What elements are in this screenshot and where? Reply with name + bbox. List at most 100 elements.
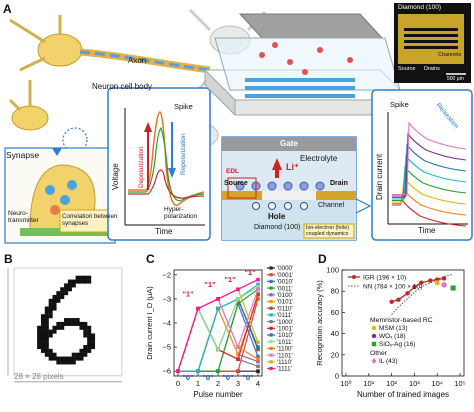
pixels-caption: 28 × 28 pixels: [14, 372, 64, 381]
digit-pixel: [37, 325, 42, 330]
series-point: [256, 294, 260, 299]
digit-pixel: [91, 337, 96, 342]
digit-pixel: [40, 333, 45, 338]
digit-pixel: [79, 356, 84, 361]
current-spike-label: Spike: [390, 100, 409, 109]
legend-group-title: Other: [370, 350, 388, 357]
digit-pixel: [64, 321, 69, 326]
digit-pixel: [87, 348, 92, 353]
legend-label: '1000': [277, 319, 293, 326]
digit-pixel: [48, 298, 53, 303]
neurotransmitter-label: Neuro- transmitter: [8, 210, 39, 224]
digit-pixel: [44, 325, 49, 330]
series-point: [236, 301, 240, 306]
legend-marker: [269, 293, 273, 297]
inset-title: Diamond (100): [398, 4, 441, 11]
y-tick-label: 80: [331, 287, 339, 296]
series-point: [256, 364, 260, 369]
digit-pixel: [87, 345, 92, 350]
legend-marker: [269, 366, 273, 371]
benchmark-point: [450, 285, 456, 291]
series-line: [178, 301, 259, 372]
igr-point: [441, 276, 447, 281]
digit-pixel: [83, 279, 88, 284]
digit-pixel: [52, 294, 57, 299]
series-point: [236, 352, 240, 357]
y-tick-label: −4: [162, 319, 171, 328]
series-point: [256, 347, 260, 352]
series-point: [256, 359, 260, 364]
y-tick-label: −5: [162, 343, 171, 352]
digit-pixel: [37, 345, 42, 350]
inset-source-label: Source: [398, 66, 416, 72]
legend-label: '0101': [277, 299, 293, 306]
y-axis-label: Drain current I_D (μA): [145, 286, 154, 360]
x-tick-label: 1: [196, 379, 200, 388]
digit-pixel: [48, 310, 53, 315]
legend-marker: [269, 326, 273, 330]
digit-pixel: [91, 345, 96, 350]
digit-pixel: [79, 279, 84, 284]
digit-pixel: [44, 314, 49, 319]
legend-label: '1100': [277, 346, 293, 353]
series-point: [236, 357, 240, 361]
igr-point: [428, 278, 433, 283]
y-tick-label: 40: [331, 329, 339, 338]
legend-label: '0000': [277, 265, 293, 272]
series-point: [216, 347, 220, 352]
digit-pixel: [83, 345, 88, 350]
digit-pixel: [44, 318, 49, 323]
legend-label: IGR (196 × 10): [363, 275, 406, 282]
x-tick-label: 4: [256, 379, 260, 388]
series-point: [256, 277, 260, 282]
digit-pixel: [64, 356, 69, 361]
chart-c: −6 −5 −4 −3 −2 0 1 2 3 4 Pulse number Drain current…: [145, 265, 293, 399]
series-point: [216, 369, 220, 373]
digit-pixel: [91, 341, 96, 346]
chart-d: 0 20 40 60 80 100 10⁰ 10¹ 10² 10³ 10⁴ 10⁵ Number of …: [315, 266, 466, 400]
legend-marker: [269, 360, 273, 364]
legend-group-title: Memristor-based RC: [370, 317, 433, 324]
li-ions: [235, 181, 325, 191]
digit-pixel: [60, 325, 65, 330]
digit-pixel: [56, 356, 61, 361]
digit-pixel: [48, 356, 53, 361]
legend-label: SiOₓ-Ag (16): [379, 341, 415, 348]
series-point: [256, 354, 260, 359]
zeros-label: "0": [182, 373, 194, 382]
digit-pixel: [83, 333, 88, 338]
legend-marker: [269, 333, 273, 337]
digit-pixel: [87, 337, 92, 342]
current-trace: [392, 121, 467, 196]
digit-pixel: [83, 352, 88, 357]
digit-pixel: [71, 283, 76, 288]
x-tick-label: 10⁵: [454, 379, 465, 388]
scale-bar-label: 500 μm: [447, 76, 464, 82]
digit-pixel: [75, 279, 80, 284]
legend-marker: [269, 340, 273, 344]
x-tick-label: 0: [176, 379, 180, 388]
electrode-pattern: [398, 14, 464, 64]
digit-pixel: [48, 306, 53, 311]
digit-pixel: [48, 348, 53, 353]
legend-marker: [269, 353, 273, 357]
current-traces: [392, 121, 467, 227]
myelin-sheath: [79, 50, 211, 72]
series-point: [196, 369, 200, 373]
digit-pixel: [44, 341, 49, 346]
legend-marker: [269, 299, 273, 304]
digit-pixel: [64, 318, 69, 323]
digit-pixel: [37, 337, 42, 342]
digit-pixel: [44, 337, 49, 342]
legend-label: '0001': [277, 272, 293, 279]
digit-pixel: [71, 352, 76, 357]
y-tick-label: 0: [335, 372, 339, 381]
series-point: [236, 345, 240, 349]
digit-pixel: [67, 287, 72, 292]
legend-marker: [269, 273, 273, 277]
digit-pixel: [87, 341, 92, 346]
legend-label: '1111': [277, 366, 292, 373]
digit-pixel: [71, 321, 76, 326]
correlation-label: Correlation between synapses: [62, 213, 118, 227]
